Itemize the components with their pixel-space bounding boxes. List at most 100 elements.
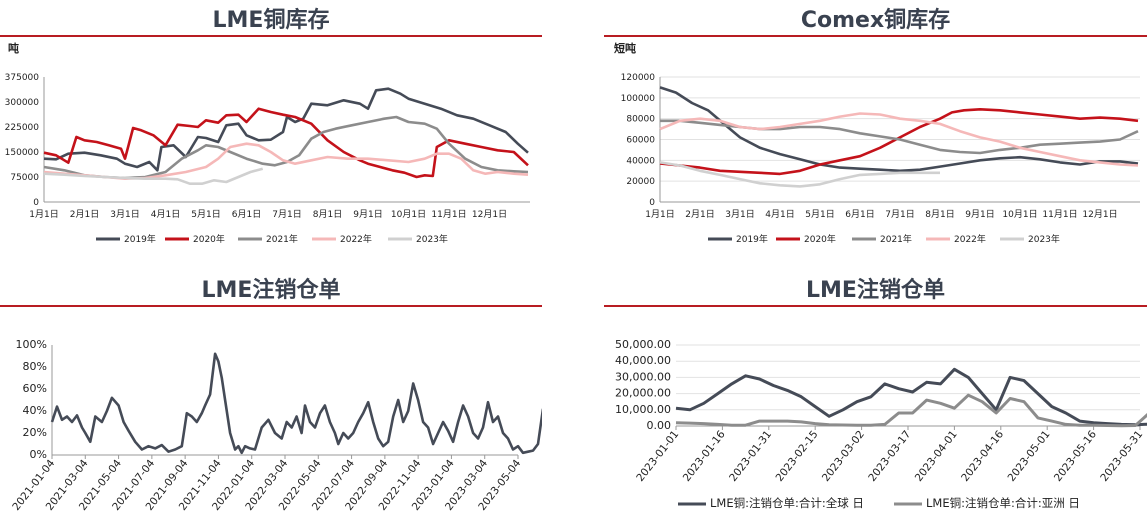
x-tick-label: 7月1日	[272, 209, 301, 220]
legend-label: 2019年	[736, 233, 768, 245]
x-tick-label: 8月1日	[313, 209, 342, 220]
y-tick-label: 80000	[626, 115, 655, 125]
x-tick-label: 11月1日	[1042, 209, 1077, 220]
legend-label: 2021年	[266, 233, 298, 245]
y-tick-label: 20000	[626, 177, 655, 187]
x-tick-label: 9月1日	[965, 209, 994, 220]
lme-cancelled-qty-title: LME注销仓单	[806, 278, 945, 303]
x-tick-label: 6月1日	[845, 209, 874, 220]
comex-inventory-chart: 短吨 0 20000 40000 60000 80000 100000 120000 1月1日 2…	[614, 41, 1140, 245]
x-tick-label: 2023-05-01	[1006, 428, 1053, 483]
x-tick-label: 2023-04-01	[913, 428, 960, 483]
legend-label: 2023年	[1028, 233, 1060, 245]
x-tick-label: 5月1日	[191, 209, 220, 220]
x-tick-label: 2023-04-16	[959, 428, 1006, 484]
lme-cancelled-ratio-title: LME注销仓单	[201, 278, 341, 303]
y-tick-label: 60%	[23, 382, 47, 395]
series-line	[43, 167, 264, 185]
x-tick-label: 2023-02-15	[774, 428, 821, 483]
y-tick-label: 80%	[23, 360, 47, 373]
y-tick-label: 50,000.00	[615, 338, 671, 351]
y-tick-label: 10,000.00	[615, 403, 671, 416]
series-line	[675, 367, 1147, 427]
x-tick-label: 7月1日	[885, 209, 914, 220]
y-tick-label: 0	[33, 198, 39, 208]
y-tick-label: 20%	[23, 426, 47, 439]
y-tick-label: 40%	[23, 404, 47, 417]
y-tick-label: 30,000.00	[615, 370, 671, 383]
x-tick-label: 2023-05-16	[1052, 428, 1099, 484]
x-tick-label: 12月1日	[472, 209, 507, 220]
series-line	[659, 112, 1139, 167]
y-tick-label: 375000	[5, 73, 40, 83]
x-tick-label: 3月1日	[110, 209, 139, 220]
legend-label: 2022年	[340, 233, 372, 245]
lme-cancelled-ratio-chart: 0%20%40%60%80%100%2021-01-042021-03-0420…	[10, 338, 542, 513]
legend-label: 2020年	[804, 233, 836, 245]
legend-label: LME铜:注销仓单:合计:亚洲 日	[926, 496, 1080, 510]
lme-inventory-panel: LME铜库存 吨 0 75000 150000 225000 300000 375000 1月…	[0, 0, 542, 262]
lme-inventory-title-rule	[0, 35, 542, 37]
y-tick-label: 0.00	[647, 419, 672, 432]
y-tick-label: 0%	[30, 448, 47, 461]
x-tick-label: 6月1日	[232, 209, 261, 220]
series-line	[659, 108, 1139, 176]
x-tick-label: 11月1日	[431, 209, 466, 220]
comex-inventory-title: Comex铜库存	[800, 8, 951, 33]
y-tick-label: 300000	[5, 98, 40, 108]
x-tick-label: 10月1日	[391, 209, 426, 220]
y-tick-label: 40000	[626, 156, 655, 166]
x-tick-label: 2023-05-31	[1098, 428, 1145, 483]
lme-inventory-title: LME铜库存	[212, 8, 330, 33]
lme-cancelled-ratio-panel: LME注销仓单 0% 20% 40% 60% 80% 100% 2021-01-04 2021…	[0, 270, 542, 528]
x-tick-label: 5月1日	[805, 209, 834, 220]
legend-label: 2019年	[124, 233, 156, 245]
x-tick-label: 1月1日	[29, 209, 58, 220]
x-tick-label: 9月1日	[353, 209, 382, 220]
x-tick-label: 2月1日	[70, 209, 99, 220]
x-tick-label: 3月1日	[725, 209, 754, 220]
series-line	[43, 87, 529, 172]
legend-label: LME铜:注销仓单:合计:全球 日	[710, 496, 864, 510]
y-tick-label: 225000	[5, 123, 40, 133]
x-tick-label: 2023-01-16	[681, 428, 728, 484]
legend-label: 2021年	[880, 233, 912, 245]
comex-inventory-title-rule	[604, 35, 1147, 37]
y-tick-label: 60000	[626, 136, 655, 146]
y-tick-label: 100%	[16, 338, 47, 351]
x-tick-label: 2023-03-02	[820, 428, 867, 483]
legend-label: 2022年	[954, 233, 986, 245]
lme-cancelled-qty-chart: 0.00 10,000.00 20,000.00 30,000.00 40,000.00…	[615, 338, 1147, 510]
y-tick-label: 75000	[10, 173, 39, 183]
x-tick-label: 2023-01-01	[634, 428, 681, 483]
legend-label: 2020年	[193, 233, 225, 245]
x-tick-label: 10月1日	[1002, 209, 1037, 220]
x-tick-label: 1月1日	[645, 209, 674, 220]
y-tick-label: 0	[649, 198, 655, 208]
legend-label: 2023年	[416, 233, 448, 245]
x-tick-label: 4月1日	[151, 209, 180, 220]
x-tick-label: 4月1日	[765, 209, 794, 220]
x-tick-label: 12月1日	[1082, 209, 1117, 220]
series-line	[43, 107, 529, 179]
comex-inventory-panel: Comex铜库存 短吨 0 20000 40000 60000 80000 100000 12…	[604, 0, 1147, 262]
y-axis-label: 吨	[8, 41, 19, 55]
lme-cancelled-qty-panel: LME注销仓单 0.00 10,000.00 20,000.00 30,000.00 4…	[604, 270, 1147, 528]
y-tick-label: 150000	[5, 148, 40, 158]
lme-cancelled-qty-title-rule	[604, 305, 1147, 307]
y-tick-label: 40,000.00	[615, 354, 671, 367]
y-axis-label: 短吨	[614, 41, 636, 55]
lme-cancelled-ratio-title-rule	[0, 305, 542, 307]
series-line	[50, 352, 542, 455]
y-tick-label: 120000	[621, 73, 656, 83]
x-tick-label: 2月1日	[685, 209, 714, 220]
y-tick-label: 100000	[621, 94, 656, 104]
series-line	[43, 115, 529, 180]
lme-inventory-chart: 吨 0 75000 150000 225000 300000 375000 1月1日 2月1日 3…	[5, 41, 530, 245]
y-tick-label: 20,000.00	[615, 387, 671, 400]
series-line	[675, 393, 1147, 428]
x-tick-label: 8月1日	[925, 209, 954, 220]
x-tick-label: 2023-03-17	[866, 428, 913, 483]
series-line	[659, 161, 940, 188]
x-tick-label: 2023-01-31	[727, 428, 774, 483]
